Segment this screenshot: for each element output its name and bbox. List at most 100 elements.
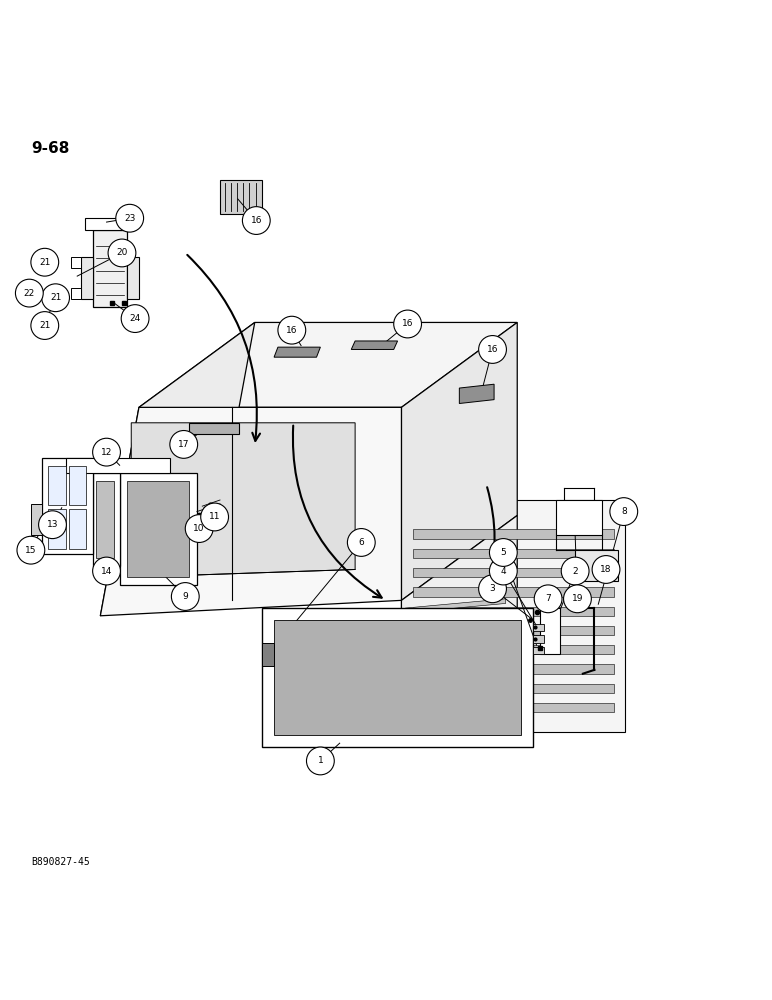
Text: 21: 21 — [39, 258, 50, 267]
Circle shape — [278, 316, 306, 344]
Polygon shape — [220, 180, 262, 214]
Text: 21: 21 — [39, 321, 50, 330]
Text: 9: 9 — [182, 592, 188, 601]
FancyArrowPatch shape — [188, 255, 260, 441]
Text: 19: 19 — [572, 594, 583, 603]
Circle shape — [306, 747, 334, 775]
Polygon shape — [540, 608, 560, 654]
Polygon shape — [533, 624, 544, 631]
Circle shape — [201, 503, 229, 531]
Circle shape — [17, 536, 45, 564]
Polygon shape — [100, 322, 255, 616]
Polygon shape — [48, 509, 66, 549]
Polygon shape — [71, 257, 81, 268]
Polygon shape — [413, 568, 614, 577]
Text: 16: 16 — [487, 345, 498, 354]
Polygon shape — [556, 500, 602, 535]
Polygon shape — [575, 550, 618, 581]
Text: 16: 16 — [286, 326, 297, 335]
Text: 10: 10 — [194, 524, 205, 533]
Circle shape — [534, 585, 562, 613]
Polygon shape — [189, 423, 239, 434]
Polygon shape — [96, 481, 114, 558]
Text: 12: 12 — [101, 448, 112, 457]
Text: 22: 22 — [24, 289, 35, 298]
Polygon shape — [405, 648, 506, 656]
Polygon shape — [401, 322, 517, 600]
Polygon shape — [413, 684, 614, 693]
Circle shape — [185, 515, 213, 542]
Polygon shape — [66, 458, 170, 473]
Circle shape — [93, 557, 120, 585]
Circle shape — [610, 498, 638, 525]
Text: 17: 17 — [178, 440, 189, 449]
Polygon shape — [71, 288, 81, 299]
Circle shape — [564, 585, 591, 613]
Circle shape — [31, 248, 59, 276]
Circle shape — [479, 336, 506, 363]
Polygon shape — [274, 347, 320, 357]
Polygon shape — [459, 384, 494, 403]
Polygon shape — [131, 423, 355, 577]
Text: B890827-45: B890827-45 — [31, 857, 90, 867]
Circle shape — [170, 431, 198, 458]
Text: 8: 8 — [621, 507, 627, 516]
Polygon shape — [533, 647, 544, 654]
Text: 18: 18 — [601, 565, 611, 574]
Polygon shape — [405, 611, 506, 624]
Circle shape — [171, 583, 199, 610]
Text: 20: 20 — [117, 248, 127, 257]
Text: 3: 3 — [489, 584, 496, 593]
Polygon shape — [405, 624, 506, 634]
Circle shape — [116, 204, 144, 232]
Polygon shape — [139, 322, 517, 407]
Circle shape — [242, 207, 270, 234]
Circle shape — [479, 575, 506, 603]
Text: 16: 16 — [402, 319, 413, 328]
Circle shape — [592, 556, 620, 583]
Circle shape — [39, 511, 66, 539]
Circle shape — [42, 284, 69, 312]
Polygon shape — [69, 509, 86, 549]
Circle shape — [108, 239, 136, 267]
Circle shape — [394, 310, 422, 338]
Polygon shape — [413, 549, 614, 558]
Polygon shape — [413, 529, 614, 539]
Text: 7: 7 — [545, 594, 551, 603]
Polygon shape — [401, 515, 517, 701]
Circle shape — [561, 557, 589, 585]
Text: 6: 6 — [358, 538, 364, 547]
Polygon shape — [120, 473, 197, 585]
Text: 24: 24 — [130, 314, 141, 323]
Polygon shape — [262, 643, 274, 666]
Polygon shape — [533, 635, 544, 643]
Polygon shape — [274, 620, 521, 735]
Polygon shape — [262, 608, 533, 747]
Text: 16: 16 — [251, 216, 262, 225]
Polygon shape — [31, 504, 42, 535]
Text: 21: 21 — [50, 293, 61, 302]
Polygon shape — [127, 481, 189, 577]
Circle shape — [31, 312, 59, 339]
FancyArrowPatch shape — [293, 426, 381, 598]
Circle shape — [121, 305, 149, 332]
Circle shape — [489, 557, 517, 585]
Polygon shape — [405, 673, 506, 678]
Circle shape — [347, 529, 375, 556]
Text: 11: 11 — [209, 512, 220, 521]
Polygon shape — [351, 341, 398, 349]
Polygon shape — [81, 257, 93, 299]
Text: 5: 5 — [500, 548, 506, 557]
Text: 1: 1 — [317, 756, 323, 765]
Text: 9-68: 9-68 — [31, 141, 69, 156]
Text: 14: 14 — [101, 567, 112, 576]
Polygon shape — [85, 218, 135, 230]
Text: 4: 4 — [500, 567, 506, 576]
FancyArrowPatch shape — [486, 487, 495, 588]
Text: 2: 2 — [572, 567, 578, 576]
Text: 23: 23 — [124, 214, 135, 223]
Polygon shape — [127, 257, 139, 299]
Polygon shape — [401, 500, 625, 732]
Polygon shape — [48, 466, 66, 505]
Polygon shape — [413, 664, 614, 674]
